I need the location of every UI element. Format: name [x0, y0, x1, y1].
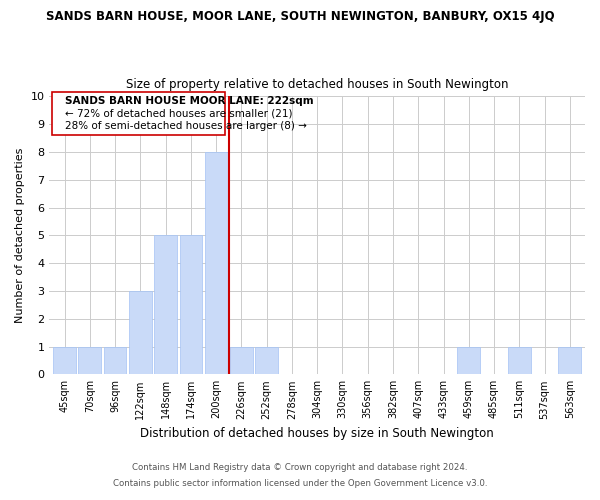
Bar: [230, 346, 253, 374]
Text: Contains public sector information licensed under the Open Government Licence v3: Contains public sector information licen…: [113, 478, 487, 488]
Text: ← 72% of detached houses are smaller (21): ← 72% of detached houses are smaller (21…: [65, 109, 292, 119]
FancyBboxPatch shape: [52, 92, 225, 135]
Y-axis label: Number of detached properties: Number of detached properties: [15, 148, 25, 323]
Text: SANDS BARN HOUSE MOOR LANE: 222sqm: SANDS BARN HOUSE MOOR LANE: 222sqm: [65, 96, 313, 106]
Text: 28% of semi-detached houses are larger (8) →: 28% of semi-detached houses are larger (…: [65, 122, 307, 132]
Bar: [129, 291, 152, 374]
Bar: [457, 346, 480, 374]
Bar: [53, 346, 76, 374]
Text: Contains HM Land Registry data © Crown copyright and database right 2024.: Contains HM Land Registry data © Crown c…: [132, 464, 468, 472]
Bar: [256, 346, 278, 374]
Bar: [104, 346, 127, 374]
Bar: [154, 236, 177, 374]
Bar: [559, 346, 581, 374]
Bar: [508, 346, 530, 374]
Text: SANDS BARN HOUSE, MOOR LANE, SOUTH NEWINGTON, BANBURY, OX15 4JQ: SANDS BARN HOUSE, MOOR LANE, SOUTH NEWIN…: [46, 10, 554, 23]
Bar: [179, 236, 202, 374]
Title: Size of property relative to detached houses in South Newington: Size of property relative to detached ho…: [126, 78, 508, 91]
Bar: [79, 346, 101, 374]
Bar: [205, 152, 227, 374]
X-axis label: Distribution of detached houses by size in South Newington: Distribution of detached houses by size …: [140, 427, 494, 440]
